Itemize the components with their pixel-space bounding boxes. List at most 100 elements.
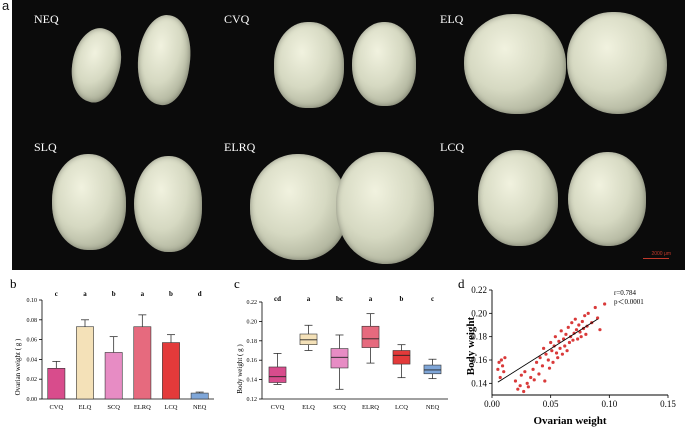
d-xtick-label: 0.00 — [484, 399, 500, 409]
b-ytick-label: 0.04 — [27, 357, 38, 363]
b-ytick-label: 0.00 — [27, 397, 38, 403]
d-xlabel: Ovarian weight — [533, 415, 606, 427]
bar — [190, 392, 209, 400]
scatter-point — [538, 356, 542, 360]
scatter-point — [522, 389, 526, 394]
scatter-point — [532, 378, 536, 382]
ovary-elrq-1 — [250, 154, 348, 260]
scatter-point — [529, 375, 533, 380]
ovary-lcq-1 — [478, 150, 558, 246]
label-elrq: ELRQ — [224, 140, 256, 154]
d-ytick-label: 0.22 — [471, 285, 487, 295]
d-ytick-label: 0.20 — [471, 308, 487, 318]
b-ylabel: Ovarian weight ( g ) — [14, 338, 22, 395]
label-slq: SLQ — [34, 140, 57, 154]
scatter-point — [498, 375, 502, 380]
scatter-point — [556, 356, 560, 360]
bar — [133, 326, 152, 400]
scatter-point — [534, 360, 539, 364]
ovary-neq-2 — [131, 11, 197, 109]
box — [392, 350, 411, 365]
scatter-point — [566, 325, 570, 329]
scatter-point — [503, 356, 507, 360]
scatter-point — [500, 364, 505, 368]
significance-letter: cd — [274, 295, 281, 303]
significance-letter: a — [83, 290, 87, 298]
scatter-point — [579, 335, 583, 339]
scatter-point — [563, 344, 567, 348]
box — [299, 333, 318, 345]
significance-letter: b — [400, 295, 404, 303]
significance-letter: a — [307, 295, 311, 303]
ovarian-weight-bar-chart: b Ovarian weight ( g ) 0.00 0.02 0.04 0.06 0… — [10, 276, 214, 411]
label-elq: ELQ — [440, 12, 464, 26]
d-ytick-label: 0.16 — [471, 355, 487, 365]
b-ytick-label: 0.08 — [27, 318, 38, 324]
c-xtick-label: CVQ — [271, 404, 285, 411]
scatter-point — [537, 372, 541, 376]
c-xtick-label: LCQ — [395, 404, 408, 411]
scatter-point — [567, 340, 572, 345]
c-ytick-label: 0.20 — [247, 319, 258, 325]
scatter-point — [557, 339, 561, 343]
box — [423, 364, 442, 375]
scatter-point — [499, 358, 503, 362]
scatter-point — [525, 381, 529, 385]
b-xtick-label: CVQ — [49, 404, 63, 411]
scatter-point — [573, 317, 577, 321]
label-lcq: LCQ — [440, 140, 464, 154]
d-ytick-label: 0.14 — [471, 378, 487, 388]
scatter-point — [583, 314, 587, 318]
c-xtick-label: NEQ — [426, 404, 440, 411]
significance-letter: b — [169, 290, 173, 298]
significance-letter: d — [198, 290, 202, 298]
scatter-point — [586, 311, 590, 315]
scatter-point — [598, 328, 602, 332]
significance-letter: a — [369, 295, 373, 303]
label-neq: NEQ — [34, 12, 59, 26]
c-ytick-label: 0.14 — [247, 378, 258, 384]
b-ytick-label: 0.02 — [27, 377, 38, 383]
ovary-elrq-2 — [336, 152, 434, 264]
scatter-point — [551, 360, 555, 364]
scatter-point — [523, 370, 527, 374]
scatter-point — [531, 367, 535, 371]
significance-letter: c — [55, 290, 58, 298]
b-xtick-label: ELRQ — [134, 404, 151, 411]
ovary-photo-grid: NEQ CVQ ELQ SLQ ELRQ LCQ 2000 μm — [12, 0, 685, 270]
bar — [47, 368, 66, 400]
c-ylabel: Body weight ( g ) — [236, 344, 244, 394]
scatter-point — [550, 349, 554, 353]
scatter-point — [564, 332, 568, 336]
bar — [76, 326, 94, 400]
d-ylabel: Body weight — [465, 316, 477, 375]
scatter-point — [570, 321, 574, 325]
significance-letter: a — [141, 290, 145, 298]
scale-bar-label: 2000 μm — [651, 251, 671, 257]
panel-b-letter: b — [10, 276, 17, 291]
scatter-point — [546, 358, 550, 362]
ovary-neq-1 — [61, 22, 131, 108]
box — [361, 325, 380, 348]
scatter-point — [580, 319, 584, 324]
d-xtick-label: 0.15 — [660, 399, 676, 409]
c-ytick-label: 0.18 — [247, 339, 258, 345]
regression-line — [497, 318, 598, 383]
scatter-point — [565, 349, 569, 353]
scatter-point — [558, 346, 562, 350]
b-xtick-label: NEQ — [193, 404, 207, 411]
scatter-point — [553, 335, 557, 339]
scatter-point — [547, 366, 552, 370]
scatter-point — [496, 367, 500, 371]
scatter-point — [596, 316, 600, 320]
c-xtick-label: ELQ — [302, 404, 315, 411]
ovary-slq-2 — [134, 156, 202, 252]
significance-letter: bc — [336, 295, 343, 303]
scatter-point — [549, 340, 553, 345]
label-cvq: CVQ — [224, 12, 250, 26]
c-xtick-label: SCQ — [333, 404, 346, 411]
d-annotation-r: r=0.784 — [614, 289, 637, 297]
ovary-elq-1 — [464, 14, 566, 114]
ovary-cvq-2 — [352, 22, 416, 106]
scatter-point — [571, 338, 575, 342]
